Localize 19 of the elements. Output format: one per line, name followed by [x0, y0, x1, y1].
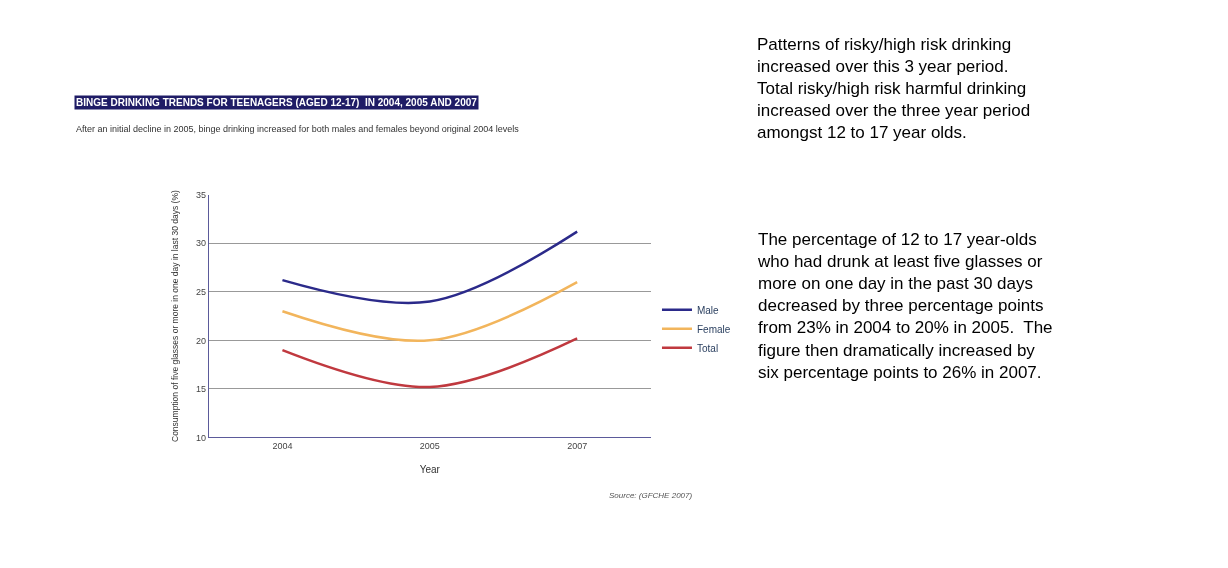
x-tick-label: 2007 [567, 441, 588, 452]
legend-label: Male [696, 304, 720, 316]
chart-subtitle: After an initial decline in 2005, binge drinking increased for both males and females beyond original 2004 levels [76, 124, 520, 134]
y-tick-label: 30 [195, 238, 206, 249]
y-tick-label: 15 [195, 384, 206, 395]
legend-label: Female [696, 323, 731, 335]
chart-title: BINGE DRINKING TRENDS FOR TEENAGERS (AGED 12-17) IN 2004, 2005 AND 2007 [76, 97, 478, 108]
y-axis-title: Consumption of five glasses or more in one day in last 30 days (%) [170, 190, 181, 442]
source-note: Source: (GFCHE 2007) [609, 491, 693, 500]
legend-label: Total [696, 342, 719, 354]
y-tick-label: 10 [195, 432, 206, 443]
x-tick-label: 2004 [272, 441, 293, 452]
text: The percentage of 12 to 17 year-olds who had drunk at least five glasses or more on one day in the past 30 days decreased by three percentage points from 23% in 2004 to 20% in 2005. The figure then dramatically increased by six percentage points to 26% in 2007. [757, 230, 1053, 382]
y-tick-label: 25 [195, 286, 206, 297]
x-axis-title: Year [419, 463, 441, 475]
text: Patterns of risky/high risk drinking increased over this 3 year period. Total risky/high risk harmful drinking increased over the three year period amongst 12 to 17 year olds. [757, 35, 1031, 143]
x-tick-label: 2005 [419, 441, 440, 452]
y-tick-label: 20 [195, 335, 206, 346]
y-tick-label: 35 [195, 189, 206, 200]
